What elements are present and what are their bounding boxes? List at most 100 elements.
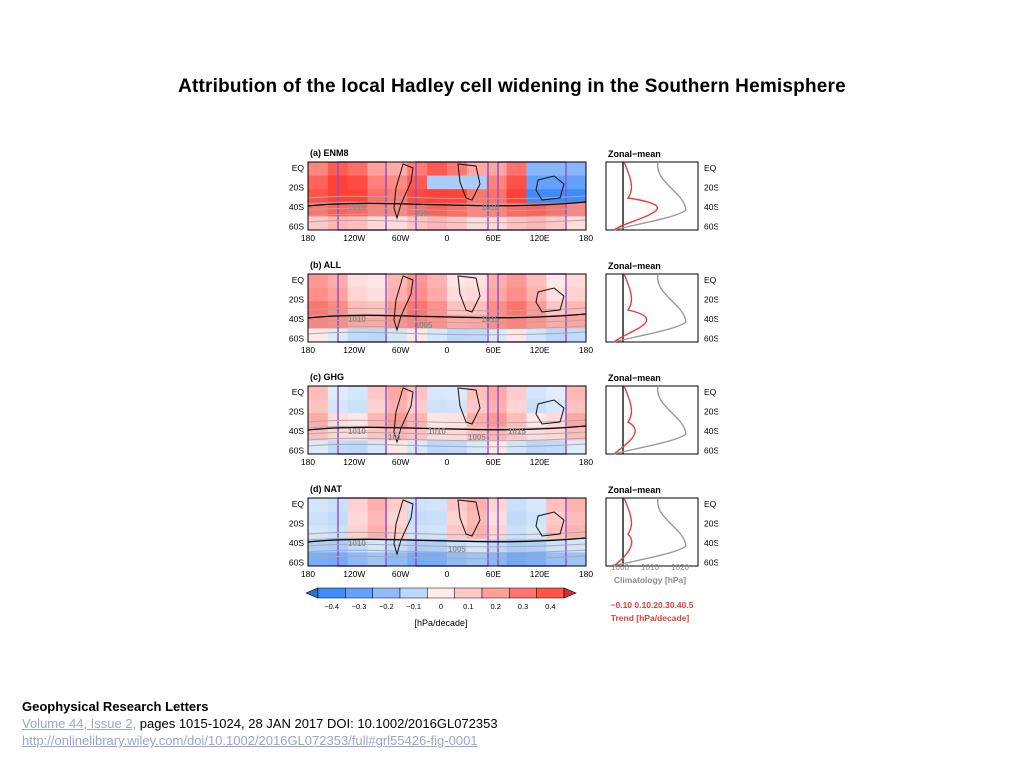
latitude-tick: EQ <box>704 387 717 397</box>
volume-issue-link[interactable]: Volume 44, Issue 2, <box>22 716 137 731</box>
longitude-tick: 180 <box>301 569 315 579</box>
longitude-tick: 180 <box>579 457 593 467</box>
map-cell <box>308 552 329 567</box>
map-cell <box>566 274 587 289</box>
longitude-tick: 0 <box>445 233 450 243</box>
map-cell <box>506 498 527 513</box>
latitude-tick: 20S <box>289 183 304 193</box>
map-cell <box>447 162 468 177</box>
colorbar-tick: 0.1 <box>463 602 473 611</box>
map-cell <box>308 386 329 401</box>
map-cell <box>367 202 388 217</box>
map-cell <box>367 175 388 190</box>
map-cell <box>546 162 567 177</box>
map-cell <box>486 175 508 190</box>
colorbar-tick: 0.2 <box>490 602 500 611</box>
longitude-tick: 180 <box>301 345 315 355</box>
colorbar-segment <box>536 587 565 599</box>
map-cell <box>427 399 448 414</box>
map-cell <box>506 386 527 401</box>
map-cell <box>367 386 388 401</box>
map-cell <box>347 314 369 329</box>
map-cell <box>427 440 448 455</box>
map-cell <box>447 287 468 302</box>
map-cell <box>486 301 508 316</box>
latitude-tick: EQ <box>292 499 305 509</box>
latitude-tick: 20S <box>289 519 304 529</box>
colorbar-segment <box>454 587 483 599</box>
figure-url-link[interactable]: http://onlinelibrary.wiley.com/doi/10.10… <box>22 733 478 748</box>
climatology-contour <box>307 419 587 424</box>
panel-label: (b) ALL <box>310 260 342 270</box>
africa-outline <box>457 387 481 425</box>
slide-title: Attribution of the local Hadley cell wid… <box>178 76 846 97</box>
latitude-tick: 40S <box>704 426 718 436</box>
map-cell <box>447 314 468 329</box>
map-cell <box>486 162 508 177</box>
map-cell <box>347 552 369 567</box>
colorbar-tick: −0.4 <box>324 602 339 611</box>
contour-label: 1010 <box>348 203 366 212</box>
map-cell <box>486 274 508 289</box>
map-cell <box>546 301 567 316</box>
map-cell <box>308 413 329 428</box>
climatology-contour <box>307 549 587 554</box>
contour-label: 1010 <box>428 427 446 436</box>
contour-label: 1015 <box>508 427 526 436</box>
map-cell <box>546 386 567 401</box>
climatology-contour <box>307 443 587 448</box>
map-cell <box>447 413 468 428</box>
latitude-tick: EQ <box>704 275 717 285</box>
map-cell <box>566 202 587 217</box>
map-cell <box>407 287 428 302</box>
map-cell <box>466 301 488 316</box>
map-cell <box>347 162 369 177</box>
map-cell <box>308 511 329 526</box>
map-cell <box>486 386 508 401</box>
map-cell <box>566 175 587 190</box>
south-america-outline <box>393 387 414 444</box>
map-cell <box>407 386 428 401</box>
trend-curve <box>613 497 633 567</box>
map-cell <box>566 552 587 567</box>
map-cell <box>486 440 508 455</box>
map-cell <box>506 287 527 302</box>
map-cell <box>367 328 388 343</box>
map-cell <box>466 287 488 302</box>
map-cell <box>447 328 468 343</box>
map-cell <box>566 328 587 343</box>
map-cell <box>506 274 527 289</box>
map-cell <box>486 399 508 414</box>
map-cell <box>447 426 468 441</box>
map-cell <box>546 175 567 190</box>
longitude-tick: 60E <box>486 569 501 579</box>
map-cell <box>526 498 547 513</box>
panel-label: (c) GHG <box>310 372 344 382</box>
pages-doi-text: pages 1015-1024, 28 JAN 2017 DOI: 10.100… <box>136 716 498 731</box>
contour-label: 1005 <box>415 321 433 330</box>
climatology-contour <box>307 543 587 548</box>
map-cell <box>387 386 408 401</box>
climatology-contour <box>307 437 587 442</box>
colorbar-low-arrow <box>305 587 319 599</box>
map-cell <box>546 189 567 204</box>
map-cell <box>506 301 527 316</box>
latitude-tick: 60S <box>289 446 304 456</box>
map-cell <box>546 498 567 513</box>
climatology-contour <box>307 431 587 436</box>
latitude-tick: 40S <box>289 314 304 324</box>
map-cell <box>526 328 547 343</box>
longitude-tick: 0 <box>445 569 450 579</box>
map-cell <box>466 202 488 217</box>
map-cell <box>347 511 369 526</box>
colorbar-segment <box>399 587 428 599</box>
longitude-tick: 120E <box>530 569 550 579</box>
map-cell <box>546 511 567 526</box>
map-cell <box>367 440 388 455</box>
map-cell <box>566 287 587 302</box>
map-cell <box>308 426 329 441</box>
map-cell <box>506 440 527 455</box>
map-cell <box>566 162 587 177</box>
map-cell <box>447 498 468 513</box>
map-cell <box>347 426 369 441</box>
